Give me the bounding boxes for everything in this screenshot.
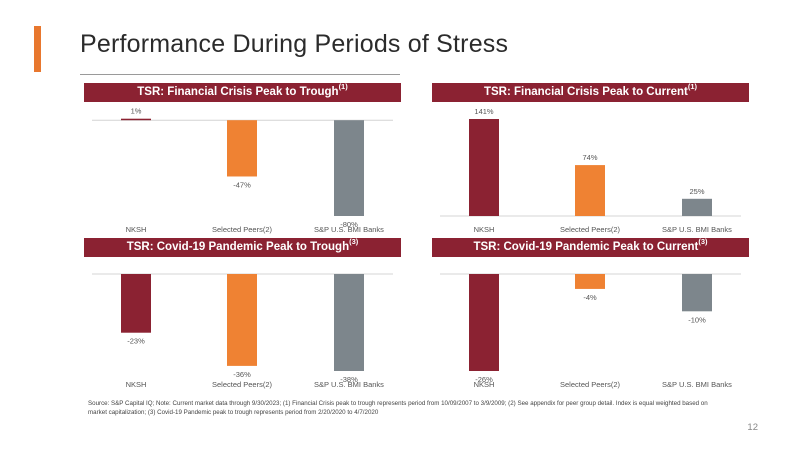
bar-nksh [469, 274, 499, 371]
data-label-nksh: -23% [127, 337, 145, 346]
chart-plot: -26%NKSH -4% Selected Peers(2) -10% S&P U.S.… [440, 273, 741, 389]
bar-nksh [121, 118, 151, 121]
category-label-index: S&P U.S. BMI Banks [662, 380, 732, 389]
chart-panel-covid-peak-to-trough: TSR: Covid-19 Pandemic Peak to Trough(3)… [84, 238, 401, 398]
chart-title-note: (1) [687, 82, 698, 92]
bar-index [682, 198, 712, 216]
category-label-peers: Selected Peers(2) [560, 380, 621, 389]
bar-peers [575, 165, 605, 216]
category-label-index: S&P U.S. BMI Banks [314, 225, 384, 234]
chart-title-note: (1) [338, 82, 348, 92]
category-label-peers: Selected Peers(2) [212, 225, 273, 234]
bar-index [682, 274, 712, 312]
category-label-peers: Selected Peers(2) [212, 380, 273, 389]
chart-title: TSR: Financial Crisis Peak to Current(1) [432, 83, 749, 102]
bar-peers [227, 120, 257, 177]
category-label-nksh: NKSH [474, 380, 495, 389]
bar-peers [227, 274, 257, 366]
page-title: Performance During Periods of Stress [80, 30, 509, 58]
page-number: 12 [747, 422, 758, 433]
bar-index [334, 274, 364, 371]
category-label-index: S&P U.S. BMI Banks [314, 380, 384, 389]
data-label-index: -80% [340, 220, 358, 229]
category-label-nksh: NKSH [126, 380, 147, 389]
data-label-peers: -36% [233, 370, 251, 379]
data-label-index: -38% [340, 375, 358, 384]
chart-panel-covid-peak-to-current: TSR: Covid-19 Pandemic Peak to Current(3… [432, 238, 749, 398]
data-label-nksh: 141% [474, 107, 494, 116]
source-footnote: Source: S&P Capital IQ; Note: Current ma… [88, 400, 708, 416]
category-label-nksh: NKSH [126, 225, 147, 234]
category-label-nksh: NKSH [474, 225, 495, 234]
title-divider [80, 74, 400, 75]
chart-title: TSR: Financial Crisis Peak to Trough(1) [84, 83, 401, 102]
chart-title-text: TSR: Financial Crisis Peak to Current [483, 86, 688, 98]
title-accent-bar [34, 26, 41, 72]
chart-title-text: TSR: Covid-19 Pandemic Peak to Current [473, 241, 699, 253]
data-label-index: 25% [689, 187, 704, 196]
data-label-index: -10% [688, 315, 706, 324]
chart-title-note: (3) [698, 237, 708, 247]
data-label-peers: 74% [582, 153, 597, 162]
bar-index [334, 120, 364, 216]
chart-title-text: TSR: Covid-19 Pandemic Peak to Trough [126, 241, 350, 253]
category-label-index: S&P U.S. BMI Banks [662, 225, 732, 234]
data-label-peers: -4% [583, 293, 597, 302]
chart-panel-fc-peak-to-current: TSR: Financial Crisis Peak to Current(1)… [432, 83, 749, 243]
bar-nksh [121, 274, 151, 333]
chart-plot: 1% NKSH -47% Selected Peers(2) -80%S&P U.S. … [92, 107, 393, 234]
chart-plot: -23% NKSH -36%Selected Peers(2) -38%S&P U.S… [92, 273, 393, 389]
chart-title: TSR: Covid-19 Pandemic Peak to Current(3… [432, 238, 749, 257]
data-label-peers: -47% [233, 180, 251, 189]
chart-title-text: TSR: Financial Crisis Peak to Trough [137, 86, 339, 98]
chart-title-note: (3) [349, 237, 359, 247]
chart-plot: 141% NKSH 74% Selected Peers(2) 25% S&P U.S. … [440, 107, 741, 234]
data-label-nksh: -26% [475, 375, 493, 384]
data-label-nksh: 1% [131, 107, 142, 116]
chart-title: TSR: Covid-19 Pandemic Peak to Trough(3) [84, 238, 401, 257]
category-label-peers: Selected Peers(2) [560, 225, 621, 234]
bar-nksh [469, 119, 499, 216]
bar-peers [575, 274, 605, 289]
chart-panel-fc-peak-to-trough: TSR: Financial Crisis Peak to Trough(1) … [84, 83, 401, 243]
